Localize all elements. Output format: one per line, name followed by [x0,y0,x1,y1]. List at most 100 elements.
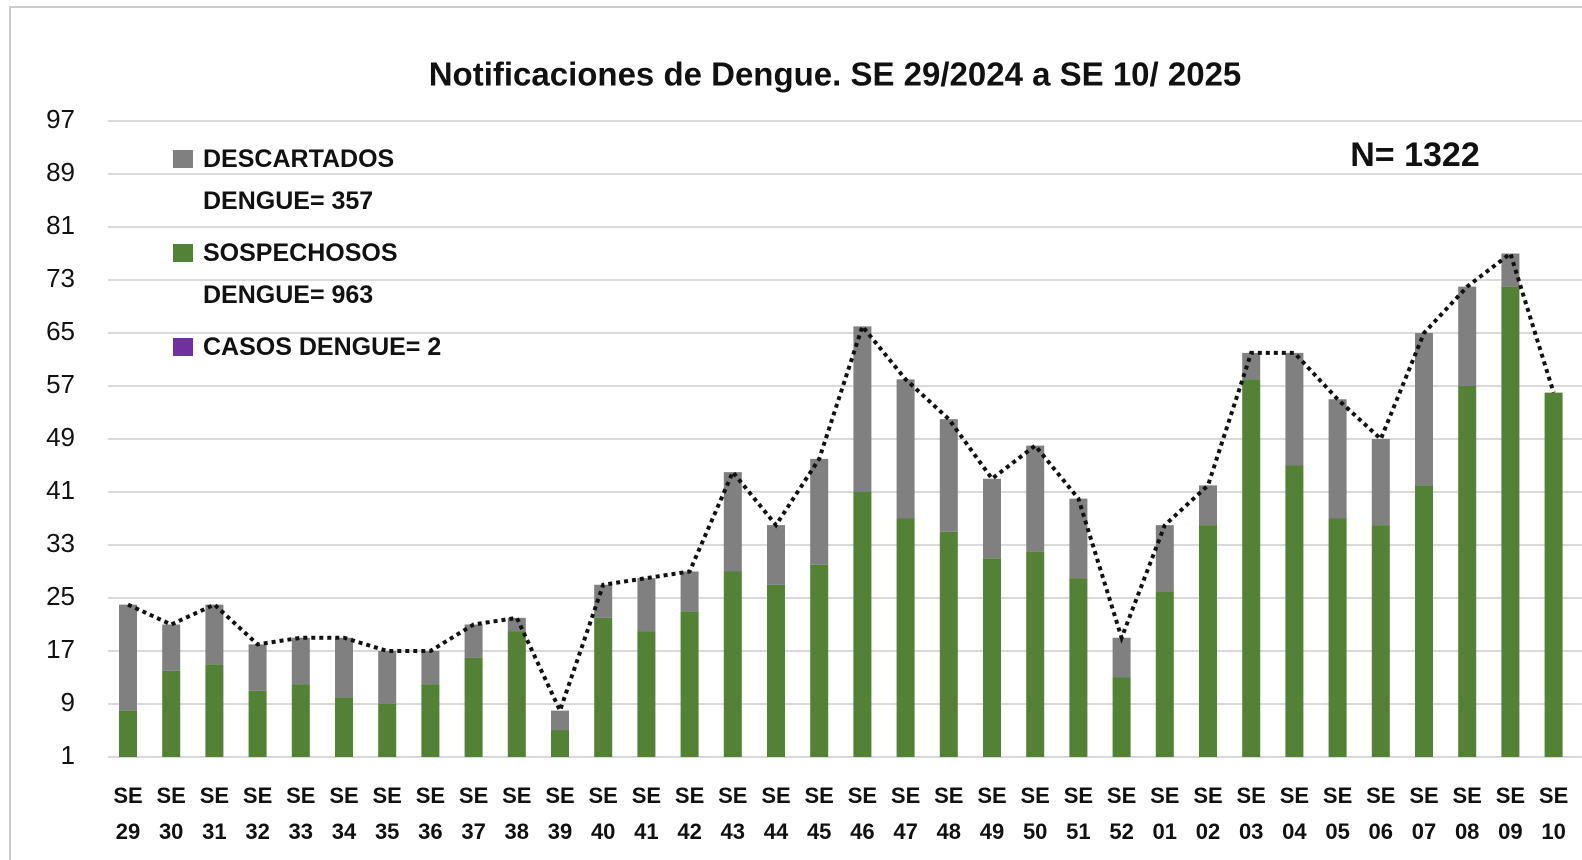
chart-title: Notificaciones de Dengue. SE 29/2024 a S… [429,56,1242,93]
y-tick-label: 65 [46,316,75,346]
x-tick-label: SE 47 [890,783,921,844]
bar-segment [853,492,872,757]
bar-segment [1155,525,1174,592]
bar-segment [637,578,656,632]
bar-segment [1026,551,1045,757]
bar-segment [1371,525,1390,757]
y-tick-label: 25 [46,581,75,611]
bar-segment [551,730,569,757]
x-tick-label: SE 02 [1193,783,1223,844]
y-tick-label: 97 [46,104,75,134]
bar-segment [1069,498,1088,579]
x-tick-label: SE 39 [545,783,575,844]
bar-segment [896,518,915,757]
x-tick-label: SE 01 [1150,783,1180,844]
bar-segment [335,697,353,757]
x-tick-label: SE 49 [977,783,1007,844]
x-tick-label: SE 36 [415,783,446,844]
bar-segment [464,657,483,757]
bar-segment [1112,637,1131,678]
x-tick-label: SE 33 [286,783,316,844]
bar-segment [1285,352,1304,466]
bar-segment [1199,485,1217,526]
bar-segment [723,571,742,757]
bar-segment [1112,677,1131,757]
bar-segment [378,704,397,757]
y-tick-label: 89 [46,157,75,187]
legend-entry: CASOS DENGUE= 2 [173,326,443,368]
bar-segment [291,684,310,757]
bar-segment [594,617,613,757]
x-tick-label: SE 45 [804,783,834,844]
x-tick-label: SE 38 [502,783,532,844]
bar-segment [162,624,181,671]
x-tick-label: SE 46 [847,783,878,844]
bar-segment [378,651,397,704]
bar-segment [1242,352,1261,380]
x-tick-label: SE 07 [1409,783,1439,844]
x-tick-label: SE 05 [1322,783,1353,844]
legend-swatch [173,338,193,356]
x-tick-label: SE 31 [199,783,230,844]
bar-segment [551,710,569,731]
x-tick-label: SE 50 [1020,783,1050,844]
x-tick-label: SE 42 [674,783,705,844]
bar-segment [1415,333,1433,486]
bar-segment [1415,485,1433,757]
bar-segment [810,458,829,565]
x-tick-label: SE 04 [1279,783,1310,844]
bar-segment [723,472,742,572]
bar-segment [680,611,699,757]
x-tick-label: SE 37 [458,783,489,844]
x-tick-label: SE 10 [1538,783,1569,844]
bar-segment [983,478,1001,559]
x-tick-label: SE 52 [1106,783,1137,844]
y-tick-label: 57 [46,369,75,399]
x-tick-label: SE 29 [113,783,143,844]
bar-segment [119,710,137,757]
bar-segment [1328,399,1347,519]
x-tick-label: SE 35 [372,783,402,844]
bar-segment [464,624,483,658]
y-tick-label: 73 [46,263,75,293]
y-tick-label: 1 [61,740,75,770]
x-tick-label: SE 32 [242,783,273,844]
y-tick-label: 9 [61,687,75,717]
bar-segment [1501,286,1520,757]
bar-segment [810,564,829,757]
bar-segment [1026,445,1045,552]
bar-segment [767,584,785,757]
annotation: N= 1322 [1350,136,1480,174]
x-tick-label: SE 03 [1236,783,1266,844]
x-tick-label: SE 40 [588,783,618,844]
y-tick-label: 17 [46,634,75,664]
x-tick-label: SE 09 [1495,783,1526,844]
bar-segment [335,637,353,698]
x-tick-label: SE 06 [1366,783,1396,844]
legend-swatch [173,150,193,168]
legend-swatch [173,244,193,262]
bar-segment [1242,379,1261,757]
x-tick-label: SE 08 [1452,783,1482,844]
x-tick-label: SE 51 [1063,783,1094,844]
frame [9,6,1582,860]
legend-label: CASOS DENGUE= 2 [203,333,442,361]
bar-segment [767,525,785,585]
legend-entry: DESCARTADOS DENGUE= 357 [173,138,443,222]
bar-segment [939,419,958,532]
legend-label: SOSPECHOSOS DENGUE= 963 [203,239,398,309]
bar-segment [1458,286,1477,386]
x-tick-label: SE 43 [718,783,748,844]
bar-segment [896,379,915,519]
bar-segment [291,637,310,685]
bar-segment [680,571,699,612]
legend-label: DESCARTADOS DENGUE= 357 [203,145,395,215]
bar-segment [1458,386,1477,757]
bar-segment [162,670,181,757]
x-tick-label: SE 34 [329,783,359,844]
bar-segment [853,326,872,492]
x-tick-label: SE 48 [934,783,964,844]
legend-entry: SOSPECHOSOS DENGUE= 963 [173,232,443,316]
x-tick-label: SE 41 [631,783,662,844]
